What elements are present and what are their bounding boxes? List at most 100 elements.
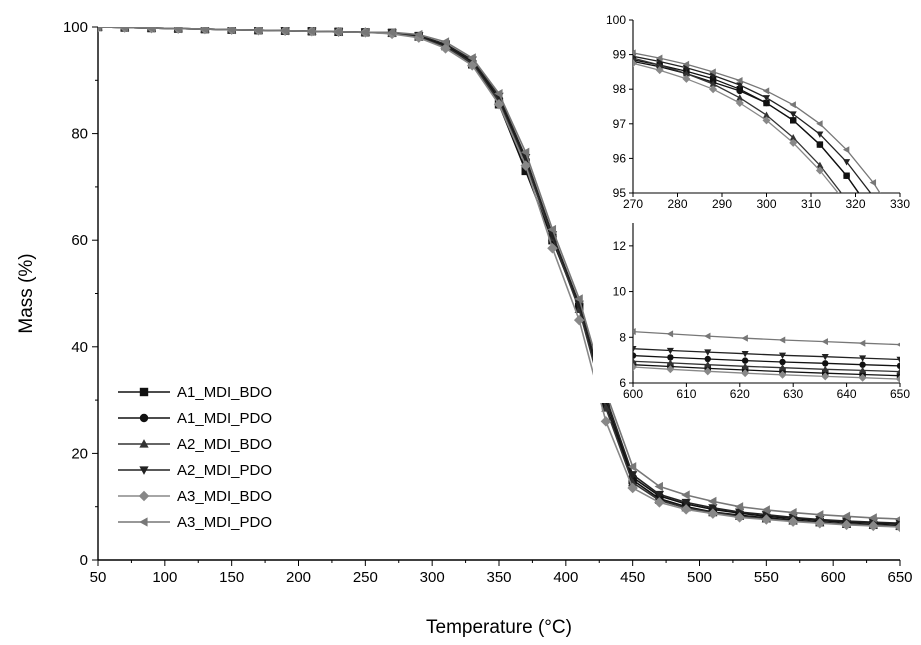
inset-bottom-x-tick-label: 620: [730, 387, 750, 401]
series-line-A1_MDI_PDO: [633, 354, 900, 367]
legend-marker-A3_MDI_PDO: [139, 517, 148, 527]
series-line-A3_MDI_BDO: [633, 366, 900, 380]
data-point-A3_MDI_PDO: [494, 89, 503, 99]
legend-item: A3_MDI_BDO: [118, 488, 272, 505]
data-point-A3_MDI_BDO: [627, 482, 638, 494]
data-point-A3_MDI_PDO: [146, 27, 156, 33]
data-point-A3_MDI_PDO: [633, 49, 636, 57]
data-point-A3_MDI_BDO: [789, 138, 798, 147]
data-point-A3_MDI_PDO: [896, 342, 900, 347]
legend-item: A1_MDI_BDO: [118, 384, 272, 401]
legend-item: A3_MDI_PDO: [118, 514, 272, 531]
inset-top-x-tick-label: 330: [890, 197, 910, 211]
data-point-A2_MDI_PDO: [895, 519, 900, 529]
data-point-A3_MDI_PDO: [280, 27, 289, 36]
data-point-A2_MDI_BDO: [709, 80, 717, 87]
data-point-A2_MDI_PDO: [741, 351, 749, 358]
data-point-A3_MDI_BDO: [821, 372, 830, 381]
data-point-A3_MDI_PDO: [307, 27, 316, 36]
main-x-tick-label: 250: [353, 569, 378, 586]
inset-top-background: [593, 12, 905, 213]
data-point-A3_MDI_BDO: [814, 517, 826, 529]
data-point-A2_MDI_BDO: [704, 361, 712, 368]
main-series-group: [98, 27, 900, 533]
data-point-A3_MDI_BDO: [709, 85, 718, 94]
main-y-tick-label: 0: [80, 552, 88, 569]
data-point-A2_MDI_PDO: [896, 356, 900, 364]
data-point-A3_MDI_PDO: [821, 338, 828, 346]
legend-item: A2_MDI_PDO: [118, 462, 272, 479]
main-x-tick-label: 550: [754, 569, 779, 586]
data-point-A1_MDI_PDO: [859, 361, 866, 368]
inset-top-x-tick-label: 310: [801, 197, 821, 211]
main-x-tick-label: 100: [152, 569, 177, 586]
series-line-A2_MDI_BDO: [633, 360, 900, 373]
inset-bottom-x-tick-label: 630: [783, 387, 803, 401]
data-point-A3_MDI_BDO: [573, 314, 585, 326]
data-point-A3_MDI_BDO: [734, 512, 745, 523]
data-point-A3_MDI_PDO: [789, 101, 796, 109]
inset-top-y-tick-label: 99: [613, 48, 627, 62]
inset-bottom-x-tick-label: 640: [837, 387, 857, 401]
main-x-tick-label: 500: [687, 569, 712, 586]
data-point-A3_MDI_BDO: [896, 375, 900, 383]
data-point-A3_MDI_PDO: [868, 513, 877, 523]
inset-top-y-tick-label: 98: [613, 82, 627, 96]
data-point-A3_MDI_BDO: [680, 504, 692, 515]
main-x-tick-label: 150: [219, 569, 244, 586]
data-point-A3_MDI_PDO: [633, 328, 636, 336]
data-point-A1_MDI_BDO: [521, 166, 530, 176]
data-point-A3_MDI_PDO: [895, 516, 900, 522]
data-point-A3_MDI_BDO: [858, 373, 867, 382]
data-point-A3_MDI_PDO: [413, 29, 423, 40]
inset-top-plot: 270 280 290 300 310 320 330 95 96 97 98 99 100: [593, 12, 910, 213]
data-point-A3_MDI_BDO: [762, 116, 771, 125]
series-line-A3_MDI_PDO: [633, 330, 900, 346]
main-x-tick-label: 300: [420, 569, 445, 586]
data-point-A3_MDI_BDO: [655, 66, 664, 75]
data-point-A2_MDI_BDO: [736, 94, 744, 101]
data-point-A3_MDI_BDO: [841, 519, 852, 531]
legend-label: A1_MDI_PDO: [177, 410, 272, 427]
y-axis-title: Mass (%): [16, 253, 37, 333]
inset-bottom-y-tick-label: 8: [619, 330, 626, 344]
inset-top-x-tick-label: 300: [756, 197, 776, 211]
data-point-A3_MDI_BDO: [520, 160, 531, 171]
data-point-A3_MDI_BDO: [707, 508, 719, 519]
data-point-A2_MDI_BDO: [633, 357, 637, 365]
data-point-A3_MDI_PDO: [858, 339, 866, 347]
data-point-A3_MDI_PDO: [98, 27, 102, 32]
inset-bottom-x-tick-label: 610: [676, 387, 696, 401]
data-point-A3_MDI_PDO: [119, 27, 129, 33]
legend-marker-A2_MDI_BDO: [139, 439, 149, 448]
data-point-A3_MDI_BDO: [735, 99, 744, 108]
data-point-A3_MDI_PDO: [788, 507, 797, 518]
data-point-A1_MDI_PDO: [763, 99, 770, 107]
data-point-A3_MDI_BDO: [633, 59, 637, 68]
data-point-A3_MDI_PDO: [869, 179, 877, 187]
inset-bottom-y-tick-label: 12: [613, 239, 627, 253]
inset-top-x-tick-label: 320: [845, 197, 865, 211]
data-point-A3_MDI_PDO: [440, 37, 450, 47]
legend-label: A3_MDI_PDO: [177, 514, 272, 531]
main-y-tick-label: 100: [63, 19, 88, 36]
inset-top-x-tick-label: 290: [712, 197, 732, 211]
data-point-A3_MDI_PDO: [173, 27, 182, 34]
data-point-A1_MDI_PDO: [741, 357, 749, 364]
data-point-A1_MDI_PDO: [790, 117, 797, 124]
main-x-tick-label: 400: [553, 569, 578, 586]
data-point-A3_MDI_BDO: [703, 367, 712, 376]
data-point-A3_MDI_BDO: [654, 497, 665, 508]
data-point-A3_MDI_BDO: [741, 369, 750, 378]
inset-bottom-y-tick-label: 10: [613, 285, 627, 299]
data-point-A2_MDI_BDO: [821, 365, 829, 373]
data-point-A2_MDI_PDO: [628, 471, 638, 480]
main-x-tick-label: 200: [286, 569, 311, 586]
data-point-A1_MDI_PDO: [816, 141, 824, 148]
data-point-A2_MDI_BDO: [896, 367, 900, 375]
data-point-A3_MDI_PDO: [761, 505, 770, 515]
data-point-A3_MDI_BDO: [761, 514, 772, 525]
main-x-tick-label: 450: [620, 569, 645, 586]
data-point-A1_MDI_PDO: [779, 358, 786, 366]
